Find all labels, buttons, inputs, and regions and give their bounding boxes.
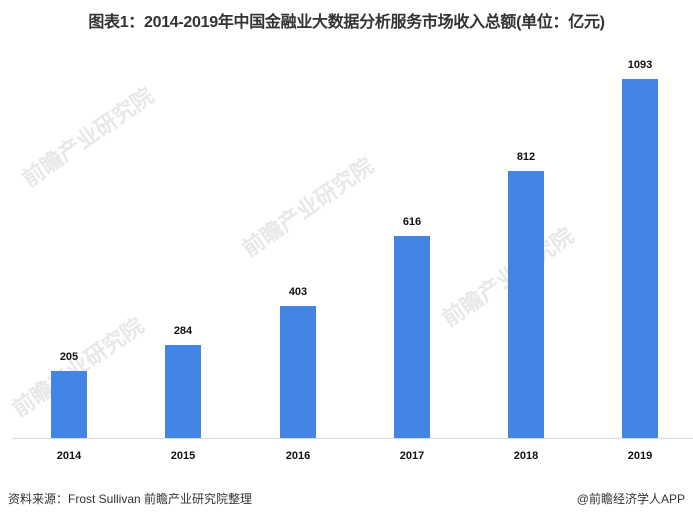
x-tick-label: 2016 bbox=[285, 450, 311, 462]
watermark: 前瞻产业研究院 bbox=[17, 82, 159, 192]
value-label: 205 bbox=[59, 351, 79, 363]
x-tick-label: 2018 bbox=[513, 450, 539, 462]
x-axis-line bbox=[12, 438, 693, 439]
x-tick-label: 2015 bbox=[170, 450, 196, 462]
source-note: 资料来源：Frost Sullivan 前瞻产业研究院整理 bbox=[8, 492, 253, 506]
bar-2016 bbox=[280, 306, 316, 438]
bar-2019 bbox=[622, 79, 658, 438]
watermark: 前瞻产业研究院 bbox=[237, 152, 379, 262]
value-label: 1093 bbox=[627, 59, 653, 71]
bar-2015 bbox=[165, 345, 201, 438]
x-tick-label: 2014 bbox=[56, 450, 82, 462]
bar-2014 bbox=[51, 371, 87, 438]
value-label: 284 bbox=[173, 325, 193, 337]
bar-2018 bbox=[508, 171, 544, 438]
watermark: 前瞻产业研究院 bbox=[435, 219, 580, 334]
x-tick-label: 2019 bbox=[627, 450, 653, 462]
bar-2017 bbox=[394, 236, 430, 438]
x-tick-label: 2017 bbox=[399, 450, 425, 462]
brand-credit: @前瞻经济学人APP bbox=[576, 492, 685, 506]
value-label: 403 bbox=[288, 286, 308, 298]
chart-title: 图表1：2014-2019年中国金融业大数据分析服务市场收入总额(单位：亿元) bbox=[88, 14, 605, 31]
value-label: 812 bbox=[516, 151, 536, 163]
value-label: 616 bbox=[402, 216, 422, 228]
